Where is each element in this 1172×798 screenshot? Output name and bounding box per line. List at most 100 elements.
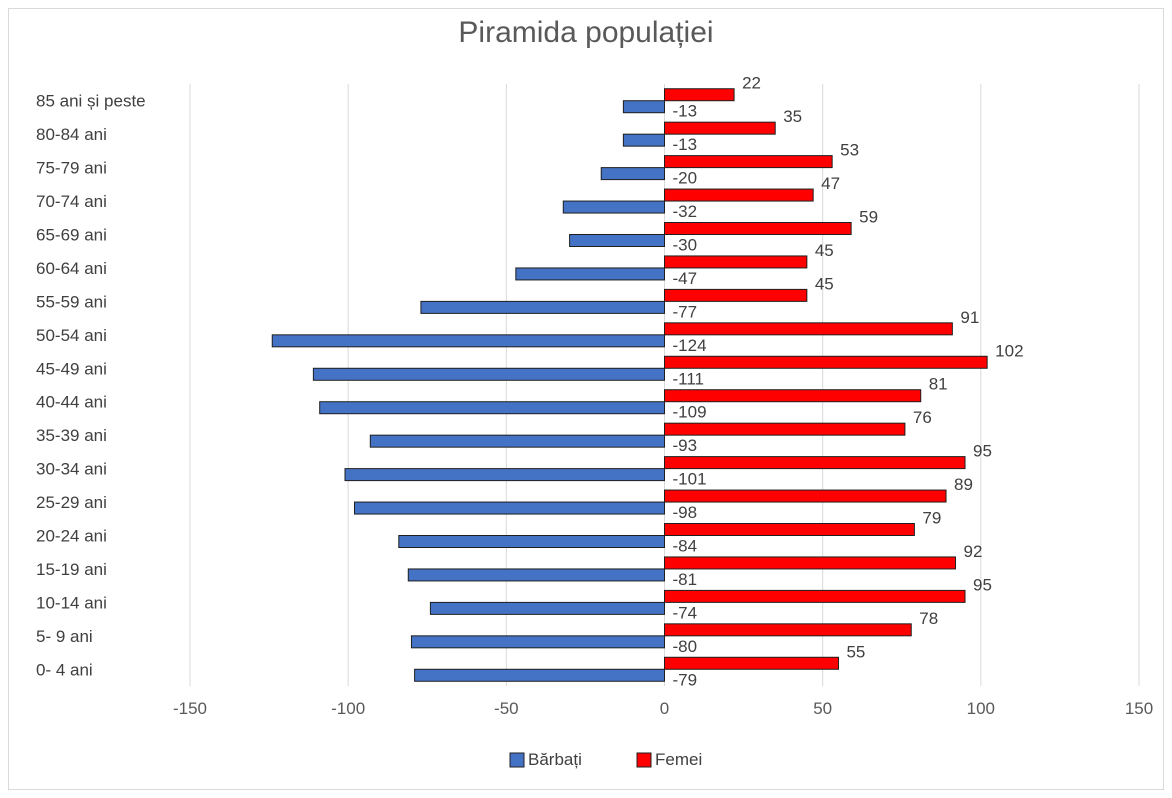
bar-barbati xyxy=(353,501,665,515)
data-label-femei: 53 xyxy=(840,141,859,160)
data-label-barbati: -74 xyxy=(673,603,698,622)
data-label-femei: 55 xyxy=(846,642,865,661)
bar-barbati xyxy=(344,468,665,482)
category-label: 85 ani și peste xyxy=(36,92,146,111)
legend: Bărbați Femei xyxy=(509,750,702,769)
category-label: 15-19 ani xyxy=(36,560,107,579)
bar-barbati xyxy=(410,635,665,649)
bar-femei xyxy=(664,389,922,403)
bar-barbati xyxy=(312,367,665,381)
data-label-femei: 35 xyxy=(783,107,802,126)
category-label: 10-14 ani xyxy=(36,593,107,612)
data-label-femei: 92 xyxy=(964,542,983,561)
bar-barbati xyxy=(319,401,665,415)
category-labels: 85 ani și peste 80-84 ani 75-79 ani 70-74 a… xyxy=(36,92,146,680)
data-label-femei: 47 xyxy=(821,174,840,193)
legend-label-femei: Femei xyxy=(655,750,702,769)
data-label-barbati: -77 xyxy=(673,302,698,321)
category-label: 25-29 ani xyxy=(36,493,107,512)
data-label-barbati: -81 xyxy=(673,570,698,589)
bar-femei xyxy=(664,121,776,135)
x-tick-label: -150 xyxy=(173,699,207,718)
x-tick-label: -100 xyxy=(331,699,365,718)
data-label-femei: 102 xyxy=(995,341,1023,360)
category-label: 5- 9 ani xyxy=(36,627,93,646)
bar-barbati xyxy=(398,535,665,548)
data-label-barbati: -111 xyxy=(673,369,705,388)
data-label-barbati: -124 xyxy=(673,336,707,355)
data-label-femei: 91 xyxy=(960,308,979,327)
bar-barbati xyxy=(569,234,665,247)
data-label-femei: 95 xyxy=(973,575,992,594)
category-label: 35-39 ani xyxy=(36,426,107,445)
x-tick-labels: -150 -100 -50 0 50 100 150 xyxy=(173,699,1153,718)
data-label-barbati: -13 xyxy=(673,135,698,154)
bar-femei xyxy=(664,489,947,503)
category-label: 70-74 ani xyxy=(36,192,107,211)
category-label: 20-24 ani xyxy=(36,527,107,546)
data-label-femei: 22 xyxy=(742,74,761,93)
bar-femei xyxy=(664,355,988,369)
data-label-barbati: -30 xyxy=(673,236,698,255)
category-label: 50-54 ani xyxy=(36,326,107,345)
x-tick-label: 0 xyxy=(660,699,669,718)
x-tick-label: 50 xyxy=(813,699,832,718)
bar-barbati xyxy=(271,334,665,348)
data-label-barbati: -109 xyxy=(673,403,707,422)
legend-swatch-barbati xyxy=(509,752,525,768)
chart-title: Piramida populației xyxy=(458,16,714,49)
bar-femei xyxy=(664,155,833,169)
data-label-barbati: -13 xyxy=(673,102,698,121)
bar-barbati xyxy=(420,300,665,314)
data-label-femei: 78 xyxy=(919,609,938,628)
x-tick-label: -50 xyxy=(494,699,519,718)
data-label-femei: 76 xyxy=(913,408,932,427)
data-labels: 22 -13 35 -13 53 -20 47 -32 59 -30 45 -47 45 -77 91 -12… xyxy=(673,74,1024,690)
bar-femei xyxy=(664,656,839,670)
x-tick-label: 150 xyxy=(1125,699,1153,718)
bar-barbati xyxy=(622,133,665,147)
x-tick-label: 100 xyxy=(967,699,995,718)
bar-barbati xyxy=(562,200,665,214)
bar-barbati xyxy=(429,601,665,615)
bar-femei xyxy=(664,422,906,436)
bar-femei xyxy=(664,322,953,336)
bar-femei xyxy=(664,88,735,102)
bar-femei xyxy=(664,589,966,603)
bar-barbati xyxy=(369,434,665,448)
data-label-femei: 95 xyxy=(973,442,992,461)
bars xyxy=(271,88,988,682)
category-label: 75-79 ani xyxy=(36,159,107,178)
data-label-femei: 45 xyxy=(815,274,834,293)
data-label-barbati: -32 xyxy=(673,202,698,221)
data-label-femei: 45 xyxy=(815,241,834,260)
data-label-barbati: -47 xyxy=(673,269,698,288)
bar-femei xyxy=(664,222,852,235)
data-label-barbati: -93 xyxy=(673,436,698,455)
data-label-barbati: -20 xyxy=(673,169,698,188)
data-label-barbati: -79 xyxy=(673,670,698,689)
category-label: 60-64 ani xyxy=(36,259,107,278)
data-label-femei: 79 xyxy=(922,509,941,528)
data-label-femei: 59 xyxy=(859,208,878,227)
bar-barbati xyxy=(414,668,666,682)
chart-frame xyxy=(8,8,1164,790)
category-label: 55-59 ani xyxy=(36,292,107,311)
bar-femei xyxy=(664,623,912,637)
bar-barbati xyxy=(407,568,665,582)
legend-label-barbati: Bărbați xyxy=(528,750,582,769)
gridlines xyxy=(189,84,1140,686)
data-label-femei: 89 xyxy=(954,475,973,494)
category-label: 40-44 ani xyxy=(36,393,107,412)
bar-femei xyxy=(664,255,808,269)
bar-barbati xyxy=(622,100,665,114)
bar-femei xyxy=(664,556,957,570)
data-label-femei: 81 xyxy=(929,375,948,394)
data-label-barbati: -80 xyxy=(673,637,698,656)
category-label: 65-69 ani xyxy=(36,226,107,245)
category-label: 30-34 ani xyxy=(36,460,107,479)
category-label: 45-49 ani xyxy=(36,359,107,378)
data-label-barbati: -101 xyxy=(673,470,707,489)
bar-barbati xyxy=(515,267,665,281)
